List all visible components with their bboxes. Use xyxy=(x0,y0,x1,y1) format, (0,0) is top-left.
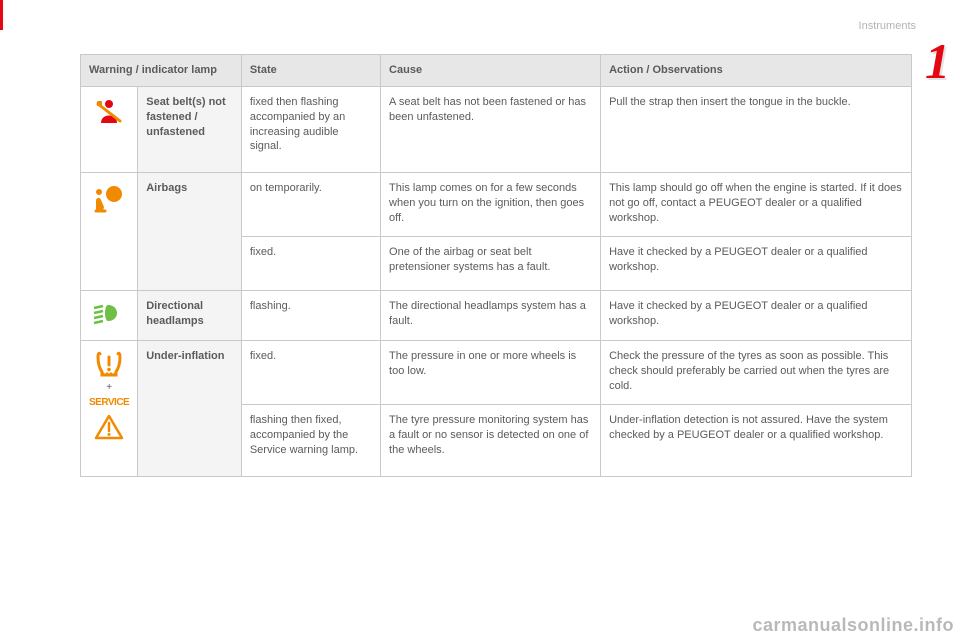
row-state: on temporarily. xyxy=(241,172,380,236)
seatbelt-icon xyxy=(81,86,138,172)
headlamp-icon xyxy=(81,290,138,340)
row-action: Pull the strap then insert the tongue in… xyxy=(601,86,912,172)
row-action: This lamp should go off when the engine … xyxy=(601,172,912,236)
row-cause: This lamp comes on for a few seconds whe… xyxy=(381,172,601,236)
section-label: Instruments xyxy=(859,20,916,32)
table-header-row: Warning / indicator lamp State Cause Act… xyxy=(81,55,912,87)
row-cause: The tyre pressure monitoring system has … xyxy=(381,404,601,476)
header-action: Action / Observations xyxy=(601,55,912,87)
airbag-icon xyxy=(81,172,138,290)
chapter-number: 1 1 xyxy=(925,36,950,86)
plus-label: + xyxy=(89,381,129,395)
row-state: fixed. xyxy=(241,340,380,404)
row-action: Have it checked by a PEUGEOT dealer or a… xyxy=(601,290,912,340)
row-name: Airbags xyxy=(138,172,242,290)
row-state: fixed. xyxy=(241,236,380,290)
row-cause: The directional headlamps system has a f… xyxy=(381,290,601,340)
accent-strip xyxy=(0,0,3,30)
warning-table: Warning / indicator lamp State Cause Act… xyxy=(80,54,912,477)
table-row: Airbags on temporarily. This lamp comes … xyxy=(81,172,912,236)
table-row: Seat belt(s) not fastened / unfastened f… xyxy=(81,86,912,172)
row-action: Check the pressure of the tyres as soon … xyxy=(601,340,912,404)
row-name: Under-inflation xyxy=(138,340,242,476)
table-row: Directional headlamps flashing. The dire… xyxy=(81,290,912,340)
row-action: Under-inflation detection is not assured… xyxy=(601,404,912,476)
row-state: flashing. xyxy=(241,290,380,340)
row-name: Seat belt(s) not fastened / unfastened xyxy=(138,86,242,172)
row-name: Directional headlamps xyxy=(138,290,242,340)
row-state: flashing then fixed, accompanied by the … xyxy=(241,404,380,476)
row-cause: The pressure in one or more wheels is to… xyxy=(381,340,601,404)
watermark: carmanualsonline.info xyxy=(752,615,954,636)
tpms-icon: + SERVICE xyxy=(81,340,138,476)
header-cause: Cause xyxy=(381,55,601,87)
row-state: fixed then flashing accompanied by an in… xyxy=(241,86,380,172)
header-lamp: Warning / indicator lamp xyxy=(81,55,242,87)
row-cause: One of the airbag or seat belt pretensio… xyxy=(381,236,601,290)
row-action: Have it checked by a PEUGEOT dealer or a… xyxy=(601,236,912,290)
table-row: + SERVICE Under-inflation fixed. The pre… xyxy=(81,340,912,404)
row-cause: A seat belt has not been fastened or has… xyxy=(381,86,601,172)
warning-triangle-icon xyxy=(94,414,124,440)
header-state: State xyxy=(241,55,380,87)
service-label: SERVICE xyxy=(89,396,129,410)
